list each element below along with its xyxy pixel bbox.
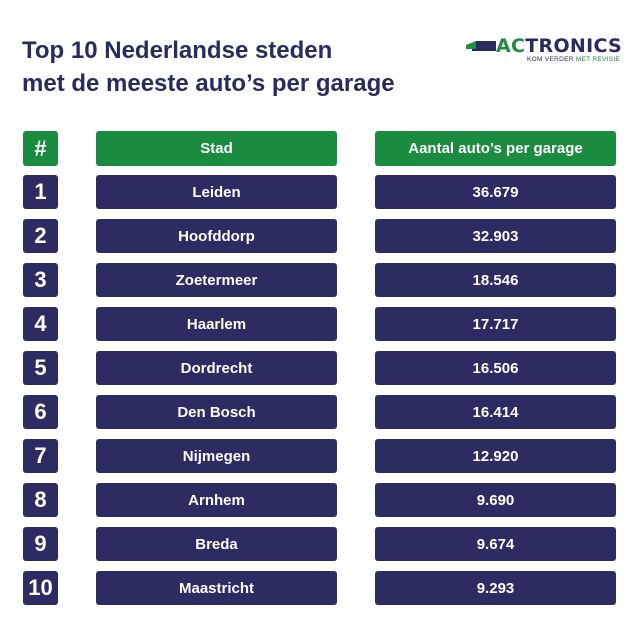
row-value: 17.717 <box>375 307 616 341</box>
row-rank: 9 <box>23 527 58 561</box>
row-value: 16.506 <box>375 351 616 385</box>
row-rank: 10 <box>23 571 58 605</box>
row-city: Arnhem <box>96 483 337 517</box>
row-rank: 3 <box>23 263 58 297</box>
row-value: 12.920 <box>375 439 616 473</box>
row-value: 32.903 <box>375 219 616 253</box>
row-rank: 2 <box>23 219 58 253</box>
row-city: Dordrecht <box>96 351 337 385</box>
row-value: 18.546 <box>375 263 616 297</box>
title-line-1: Top 10 Nederlandse steden <box>22 37 333 64</box>
logo-tagline: KOM VERDER MET REVISIE <box>527 56 621 63</box>
row-value: 36.679 <box>375 175 616 209</box>
row-rank: 1 <box>23 175 58 209</box>
car-lift-icon <box>466 41 496 51</box>
actronics-logo: ACTRONICS KOM VERDER MET REVISIE <box>466 35 622 68</box>
row-city: Den Bosch <box>96 395 337 429</box>
row-city: Hoofddorp <box>96 219 337 253</box>
row-value: 9.674 <box>375 527 616 561</box>
row-value: 16.414 <box>375 395 616 429</box>
row-city: Leiden <box>96 175 337 209</box>
row-city: Zoetermeer <box>96 263 337 297</box>
header-city: Stad <box>96 131 337 166</box>
page-title: Top 10 Nederlandse steden met de meeste … <box>22 34 442 100</box>
row-city: Nijmegen <box>96 439 337 473</box>
row-city: Haarlem <box>96 307 337 341</box>
row-rank: 6 <box>23 395 58 429</box>
row-rank: 4 <box>23 307 58 341</box>
row-city: Maastricht <box>96 571 337 605</box>
row-rank: 7 <box>23 439 58 473</box>
title-line-2: met de meeste auto’s per garage <box>22 70 395 97</box>
row-city: Breda <box>96 527 337 561</box>
row-rank: 8 <box>23 483 58 517</box>
header-rank: # <box>23 131 58 166</box>
row-value: 9.293 <box>375 571 616 605</box>
logo-wordmark: ACTRONICS <box>496 35 623 57</box>
header-value: Aantal auto’s per garage <box>375 131 616 166</box>
row-value: 9.690 <box>375 483 616 517</box>
row-rank: 5 <box>23 351 58 385</box>
